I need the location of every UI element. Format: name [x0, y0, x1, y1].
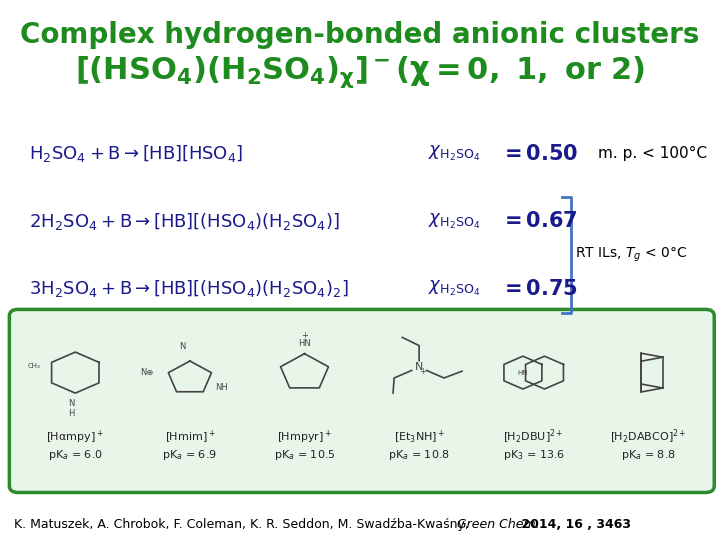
Text: K. Matuszek, A. Chrobok, F. Coleman, K. R. Seddon, M. Swadźba-Kwaśny,: K. Matuszek, A. Chrobok, F. Coleman, K. … [14, 518, 473, 531]
Text: pK$_a$ = 10.8: pK$_a$ = 10.8 [388, 448, 450, 462]
Text: $\mathrm{H_2SO_4 + B \rightarrow [HB][HSO_4]}$: $\mathrm{H_2SO_4 + B \rightarrow [HB][HS… [29, 144, 243, 164]
Text: pK$_3$ = 13.6: pK$_3$ = 13.6 [503, 448, 564, 462]
Text: +: + [301, 331, 308, 340]
Text: pK$_a$ = 6.0: pK$_a$ = 6.0 [48, 448, 103, 462]
Text: HN: HN [298, 339, 311, 348]
Text: $\mathbf{[(HSO_4)(H_2SO_4)_\chi]^-(\chi = 0,\ 1,\ or\ 2)}$: $\mathbf{[(HSO_4)(H_2SO_4)_\chi]^-(\chi … [75, 55, 645, 91]
Text: +: + [419, 367, 426, 376]
Text: N: N [179, 342, 186, 351]
Text: $\chi_{\mathrm{H_2SO_4}}$: $\chi_{\mathrm{H_2SO_4}}$ [428, 212, 480, 231]
Text: HN: HN [518, 369, 528, 376]
Text: [H$_2$DABCO]$^{2+}$: [H$_2$DABCO]$^{2+}$ [610, 427, 687, 446]
Text: $\chi_{\mathrm{H_2SO_4}}$: $\chi_{\mathrm{H_2SO_4}}$ [428, 279, 480, 299]
Text: [Hmpyr]$^+$: [Hmpyr]$^+$ [277, 428, 332, 446]
Text: N⊕: N⊕ [140, 368, 154, 377]
Text: 2014, 16 , 3463: 2014, 16 , 3463 [517, 518, 631, 531]
Text: $\mathbf{= 0.50}$: $\mathbf{= 0.50}$ [500, 144, 578, 164]
Text: [Et$_3$NH]$^+$: [Et$_3$NH]$^+$ [394, 428, 444, 446]
Text: Green Chem.: Green Chem. [457, 518, 540, 531]
Text: m. p. < 100°C: m. p. < 100°C [598, 146, 706, 161]
Text: N
H: N H [68, 399, 75, 418]
Text: $\mathbf{= 0.75}$: $\mathbf{= 0.75}$ [500, 279, 578, 299]
FancyBboxPatch shape [9, 309, 714, 492]
Text: pK$_a$ = 6.9: pK$_a$ = 6.9 [163, 448, 217, 462]
Text: [Hαmpy]$^+$: [Hαmpy]$^+$ [47, 428, 104, 446]
Text: $\mathrm{2H_2SO_4 + B \rightarrow [HB][(HSO_4)(H_2SO_4)]}$: $\mathrm{2H_2SO_4 + B \rightarrow [HB][(… [29, 211, 340, 232]
Text: CH₃: CH₃ [28, 363, 41, 369]
Text: $\chi_{\mathrm{H_2SO_4}}$: $\chi_{\mathrm{H_2SO_4}}$ [428, 144, 480, 164]
Text: pK$_a$ = 10.5: pK$_a$ = 10.5 [274, 448, 336, 462]
Text: NH: NH [215, 383, 228, 392]
Text: [H$_2$DBU]$^{2+}$: [H$_2$DBU]$^{2+}$ [503, 427, 564, 446]
Text: $\mathrm{3H_2SO_4 + B \rightarrow [HB][(HSO_4)(H_2SO_4)_2]}$: $\mathrm{3H_2SO_4 + B \rightarrow [HB][(… [29, 279, 348, 299]
Text: [Hmim]$^+$: [Hmim]$^+$ [165, 428, 215, 446]
Text: Complex hydrogen-bonded anionic clusters: Complex hydrogen-bonded anionic clusters [20, 21, 700, 49]
Text: N: N [415, 362, 423, 372]
Text: pK$_a$ = 8.8: pK$_a$ = 8.8 [621, 448, 675, 462]
Text: RT ILs, $T_g$ < 0°C: RT ILs, $T_g$ < 0°C [575, 246, 687, 264]
Text: $\mathbf{= 0.67}$: $\mathbf{= 0.67}$ [500, 211, 578, 232]
